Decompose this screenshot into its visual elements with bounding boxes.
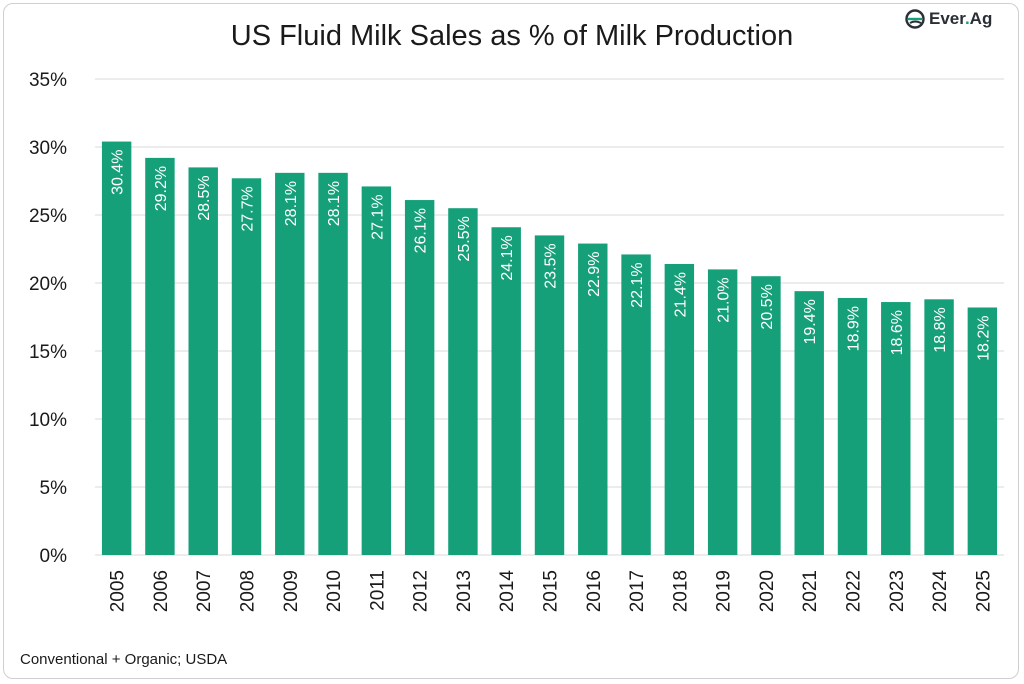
x-tick-label: 2017 bbox=[627, 570, 648, 612]
x-tick-label: 2016 bbox=[584, 570, 605, 612]
logo-text-dot: . bbox=[964, 9, 970, 28]
bar bbox=[534, 235, 565, 555]
x-tick-label: 2018 bbox=[670, 570, 691, 612]
logo-text-main: Ever bbox=[929, 9, 965, 28]
chart-title: US Fluid Milk Sales as % of Milk Product… bbox=[230, 20, 794, 52]
y-tick-label: 5% bbox=[40, 478, 68, 499]
data-label: 20.5% bbox=[759, 284, 776, 329]
x-tick-label: 2010 bbox=[324, 570, 345, 612]
data-label: 18.8% bbox=[932, 307, 949, 352]
data-label: 28.1% bbox=[283, 181, 300, 226]
bar bbox=[145, 157, 175, 555]
data-label: 22.1% bbox=[629, 262, 646, 307]
bar bbox=[707, 269, 738, 555]
leaf-e-icon bbox=[905, 9, 925, 29]
bar bbox=[404, 200, 435, 556]
bar bbox=[188, 167, 218, 555]
bar bbox=[361, 186, 392, 555]
x-tick-label: 2023 bbox=[887, 570, 908, 612]
data-label: 25.5% bbox=[456, 216, 473, 261]
x-tick-label: 2014 bbox=[497, 570, 518, 613]
data-label: 21.0% bbox=[716, 277, 733, 322]
x-tick-label: 2024 bbox=[930, 570, 951, 613]
bar bbox=[318, 172, 348, 555]
data-label: 28.1% bbox=[326, 181, 343, 226]
data-label: 23.5% bbox=[543, 243, 560, 288]
x-tick-label: 2013 bbox=[454, 570, 475, 612]
data-label: 18.6% bbox=[889, 310, 906, 355]
data-label: 29.2% bbox=[153, 166, 170, 211]
brand-logo: Ever.Ag bbox=[905, 9, 992, 29]
y-tick-label: 25% bbox=[29, 206, 67, 227]
x-tick-label: 2025 bbox=[973, 570, 994, 612]
bar bbox=[101, 141, 132, 555]
bar bbox=[837, 297, 868, 555]
x-tick-label: 2011 bbox=[367, 570, 388, 611]
logo-text-tail: Ag bbox=[969, 9, 993, 28]
x-tick-label: 2015 bbox=[541, 570, 562, 612]
data-label: 21.4% bbox=[672, 272, 689, 317]
bar bbox=[664, 263, 695, 555]
x-tick-label: 2009 bbox=[281, 570, 302, 612]
bar bbox=[794, 291, 824, 555]
bar bbox=[448, 208, 478, 555]
y-tick-label: 35% bbox=[29, 70, 67, 91]
bar bbox=[621, 254, 651, 555]
bar bbox=[924, 299, 954, 555]
bar bbox=[491, 227, 521, 556]
x-tick-label: 2007 bbox=[194, 570, 215, 612]
data-label: 19.4% bbox=[802, 299, 819, 344]
y-tick-label: 0% bbox=[40, 546, 68, 567]
y-tick-label: 10% bbox=[29, 410, 67, 431]
x-tick-label: 2005 bbox=[108, 570, 129, 612]
data-label: 27.7% bbox=[240, 186, 257, 231]
data-label: 24.1% bbox=[499, 235, 516, 280]
bar bbox=[275, 172, 305, 555]
data-label: 26.1% bbox=[413, 208, 430, 253]
x-tick-label: 2022 bbox=[844, 570, 865, 612]
bar bbox=[751, 276, 781, 555]
y-tick-label: 15% bbox=[29, 342, 67, 363]
y-tick-label: 20% bbox=[29, 274, 67, 295]
x-tick-label: 2021 bbox=[800, 570, 821, 612]
data-label: 27.1% bbox=[369, 194, 386, 239]
x-tick-label: 2006 bbox=[151, 570, 172, 612]
source-footnote: Conventional + Organic; USDA bbox=[20, 651, 228, 668]
bar bbox=[231, 178, 262, 555]
data-label: 30.4% bbox=[110, 150, 127, 195]
bar bbox=[578, 243, 608, 555]
data-label: 18.2% bbox=[975, 315, 992, 360]
data-label: 18.9% bbox=[846, 306, 863, 351]
x-tick-label: 2020 bbox=[757, 570, 778, 612]
x-tick-label: 2019 bbox=[714, 570, 735, 612]
bar bbox=[881, 302, 911, 555]
bar bbox=[967, 307, 998, 555]
y-tick-label: 30% bbox=[29, 138, 67, 159]
data-label: 28.5% bbox=[196, 175, 213, 220]
x-tick-label: 2012 bbox=[411, 570, 432, 612]
x-tick-label: 2008 bbox=[238, 570, 259, 612]
data-label: 22.9% bbox=[586, 252, 603, 297]
